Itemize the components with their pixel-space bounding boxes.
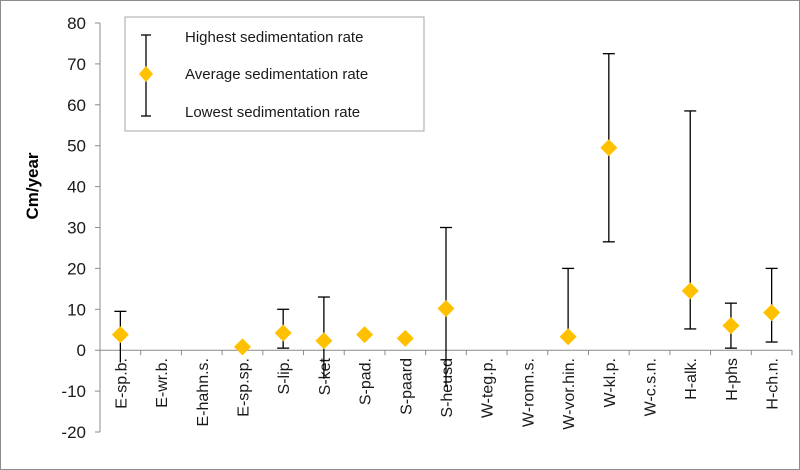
average-marker (559, 328, 577, 346)
x-category-label: W-kl.p. (602, 358, 619, 407)
x-category-label: W-teg.p. (480, 358, 497, 418)
x-category-label: E-sp.b. (113, 358, 130, 409)
x-category-label: S-paard (398, 358, 415, 415)
x-category-label: W-c.s.n. (643, 358, 660, 416)
y-tick-label: 10 (67, 300, 86, 319)
average-marker (274, 324, 292, 342)
average-marker (356, 326, 374, 344)
average-marker (722, 317, 740, 335)
legend-box (124, 16, 425, 132)
y-tick-label: 50 (67, 137, 86, 156)
y-tick-label: 80 (67, 14, 86, 33)
average-marker (396, 329, 414, 347)
y-axis-label-group: Cm/year (23, 152, 42, 219)
x-category-label: W-vor.hin. (561, 358, 578, 430)
legend-lowest-label: Lowest sedimentation rate (185, 104, 360, 121)
x-category-label: E-wr.b. (154, 358, 171, 408)
legend: Highest sedimentation rate Average sedim… (124, 16, 425, 132)
legend-diamond-icon (139, 66, 153, 82)
x-category-label: E-sp.sp. (235, 358, 252, 417)
y-tick-label: 30 (67, 219, 86, 238)
y-tick-label: 60 (67, 96, 86, 115)
x-axis: E-sp.b. E-wr.b. E-hahn.s. E-sp.sp. S-lip. S-k… (99, 349, 793, 430)
average-marker (763, 304, 781, 322)
y-axis: 80 70 60 50 40 30 20 10 0 -10 -20 (61, 14, 101, 442)
y-tick-label: 40 (67, 178, 86, 197)
average-marker (600, 139, 618, 157)
x-category-label: S-pad. (358, 358, 375, 405)
y-tick-label: -10 (61, 382, 86, 401)
average-marker (315, 332, 333, 350)
x-category-label: S-ket (317, 357, 334, 395)
y-tick-label: 70 (67, 55, 86, 74)
y-axis-label: Cm/year (23, 152, 42, 219)
legend-highest-label: Highest sedimentation rate (185, 29, 363, 46)
average-marker (111, 326, 129, 344)
x-category-label: H-phs (724, 358, 741, 401)
average-marker (681, 282, 699, 300)
legend-average-label: Average sedimentation rate (185, 66, 368, 83)
x-category-label: H-ch.n. (765, 358, 782, 410)
average-markers (111, 139, 781, 356)
x-category-label: E-hahn.s. (195, 358, 212, 426)
y-tick-label: 20 (67, 259, 86, 278)
y-tick-label: -20 (61, 423, 86, 442)
x-category-label: W-ronn.s. (520, 358, 537, 427)
x-category-label: S-heusd (439, 358, 456, 418)
x-category-label: H-alk. (683, 358, 700, 400)
average-marker (233, 338, 251, 356)
y-tick-label: 0 (77, 341, 86, 360)
x-category-label: S-lip. (276, 358, 293, 394)
average-marker (437, 299, 455, 317)
